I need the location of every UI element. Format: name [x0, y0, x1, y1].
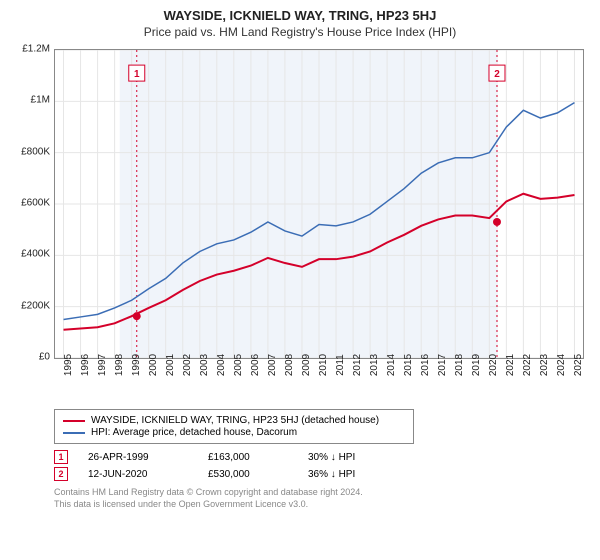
legend-swatch	[63, 432, 85, 434]
plot-region: 12	[54, 49, 584, 359]
chart-container: WAYSIDE, ICKNIELD WAY, TRING, HP23 5HJ P…	[0, 0, 600, 560]
x-tick-label: 2002	[182, 354, 193, 376]
sale-marker: 2	[54, 467, 68, 481]
footer-line2: This data is licensed under the Open Gov…	[54, 499, 590, 511]
x-tick-label: 1997	[97, 354, 108, 376]
x-tick-label: 1995	[63, 354, 74, 376]
legend-item: HPI: Average price, detached house, Daco…	[63, 427, 405, 438]
x-tick-label: 2017	[437, 354, 448, 376]
x-tick-label: 2024	[556, 354, 567, 376]
footer: Contains HM Land Registry data © Crown c…	[54, 487, 590, 510]
x-tick-label: 1996	[80, 354, 91, 376]
x-axis-labels: 1995199619971998199920002001200220032004…	[54, 363, 584, 403]
sale-row: 1 26-APR-1999 £163,000 30% ↓ HPI	[54, 450, 590, 464]
y-tick-label: £200K	[21, 300, 50, 311]
x-tick-label: 2004	[216, 354, 227, 376]
x-tick-label: 2010	[318, 354, 329, 376]
chart-title: WAYSIDE, ICKNIELD WAY, TRING, HP23 5HJ	[10, 8, 590, 23]
x-tick-label: 2006	[250, 354, 261, 376]
x-tick-label: 2016	[420, 354, 431, 376]
x-tick-label: 2012	[352, 354, 363, 376]
x-tick-label: 2008	[284, 354, 295, 376]
sale-price: £163,000	[208, 452, 288, 463]
sales-block: 1 26-APR-1999 £163,000 30% ↓ HPI 2 12-JUN-202…	[54, 450, 590, 481]
svg-text:2: 2	[494, 69, 500, 80]
sale-delta: 36% ↓ HPI	[308, 469, 355, 480]
x-tick-label: 2005	[233, 354, 244, 376]
x-tick-label: 2014	[386, 354, 397, 376]
chart-subtitle: Price paid vs. HM Land Registry's House …	[10, 25, 590, 39]
x-tick-label: 2003	[199, 354, 210, 376]
y-tick-label: £600K	[21, 198, 50, 209]
sale-price: £530,000	[208, 469, 288, 480]
x-tick-label: 2001	[165, 354, 176, 376]
legend-box: WAYSIDE, ICKNIELD WAY, TRING, HP23 5HJ (…	[54, 409, 414, 444]
legend-label: HPI: Average price, detached house, Daco…	[91, 427, 297, 438]
x-tick-label: 1999	[131, 354, 142, 376]
x-tick-label: 2022	[522, 354, 533, 376]
y-tick-label: £0	[39, 352, 50, 363]
y-axis-labels: £0 £200K £400K £600K £800K £1M £1.2M	[10, 45, 54, 405]
x-tick-label: 2007	[267, 354, 278, 376]
x-tick-label: 1998	[114, 354, 125, 376]
y-tick-label: £800K	[21, 146, 50, 157]
sale-delta: 30% ↓ HPI	[308, 452, 355, 463]
legend-label: WAYSIDE, ICKNIELD WAY, TRING, HP23 5HJ (…	[91, 415, 379, 426]
y-tick-label: £400K	[21, 249, 50, 260]
sale-row: 2 12-JUN-2020 £530,000 36% ↓ HPI	[54, 467, 590, 481]
sale-marker: 1	[54, 450, 68, 464]
x-tick-label: 2000	[148, 354, 159, 376]
x-tick-label: 2018	[454, 354, 465, 376]
x-tick-label: 2009	[301, 354, 312, 376]
x-tick-label: 2020	[488, 354, 499, 376]
legend-item: WAYSIDE, ICKNIELD WAY, TRING, HP23 5HJ (…	[63, 415, 405, 426]
legend-swatch	[63, 420, 85, 422]
x-tick-label: 2011	[335, 354, 346, 376]
x-tick-label: 2023	[539, 354, 550, 376]
chart-area: £0£200K£400K£600K£800K£1M£1.2M 12 199519…	[10, 45, 590, 405]
sale-date: 12-JUN-2020	[88, 469, 188, 480]
x-tick-label: 2015	[403, 354, 414, 376]
x-tick-label: 2025	[573, 354, 584, 376]
sale-date: 26-APR-1999	[88, 452, 188, 463]
x-tick-label: 2019	[471, 354, 482, 376]
y-tick-label: £1M	[31, 95, 50, 106]
y-tick-label: £1.2M	[22, 44, 50, 55]
footer-line1: Contains HM Land Registry data © Crown c…	[54, 487, 590, 499]
x-tick-label: 2021	[505, 354, 516, 376]
svg-text:1: 1	[134, 69, 140, 80]
x-tick-label: 2013	[369, 354, 380, 376]
plot-svg: 12	[55, 50, 583, 358]
